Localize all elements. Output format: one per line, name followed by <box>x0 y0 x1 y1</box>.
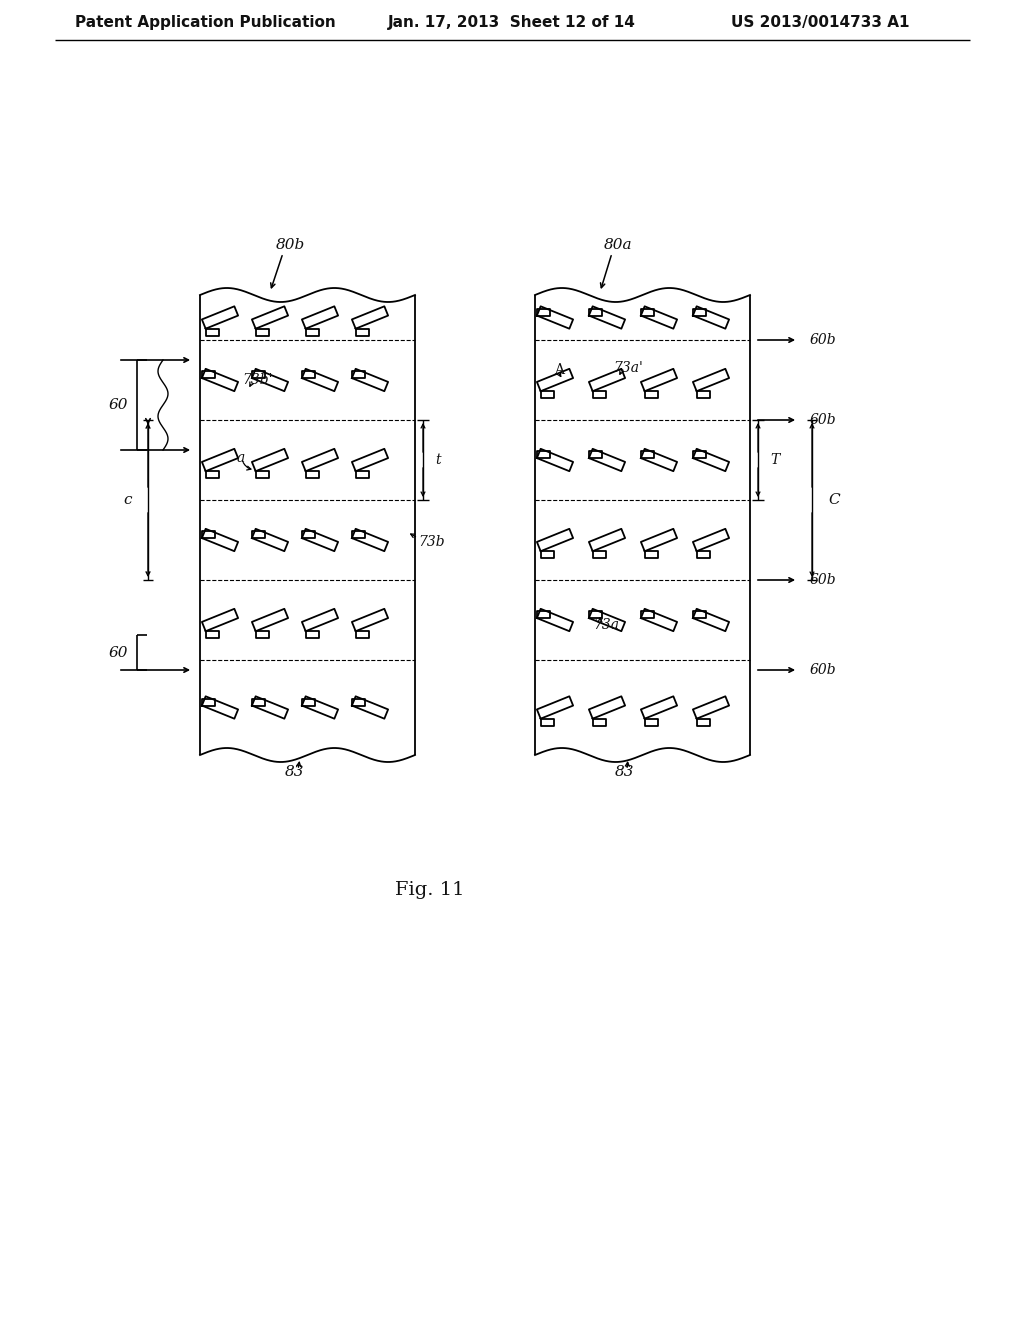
Text: Jan. 17, 2013  Sheet 12 of 14: Jan. 17, 2013 Sheet 12 of 14 <box>388 15 636 29</box>
Text: A: A <box>554 363 564 378</box>
Text: 73a: 73a <box>593 618 618 632</box>
Text: US 2013/0014733 A1: US 2013/0014733 A1 <box>731 15 909 29</box>
Text: 73b: 73b <box>418 535 444 549</box>
Text: 60: 60 <box>109 399 128 412</box>
Text: 80a: 80a <box>604 238 632 252</box>
Text: c: c <box>124 492 132 507</box>
Text: 80b: 80b <box>275 238 304 252</box>
Text: t: t <box>435 453 440 467</box>
Text: 60b: 60b <box>810 663 837 677</box>
Text: 60: 60 <box>109 645 128 660</box>
Text: 73b': 73b' <box>242 374 272 387</box>
Text: 73a': 73a' <box>613 360 643 375</box>
Text: a: a <box>237 451 246 465</box>
Text: Patent Application Publication: Patent Application Publication <box>75 15 336 29</box>
Text: 83: 83 <box>286 766 305 779</box>
Text: 60b: 60b <box>810 333 837 347</box>
Text: C: C <box>828 492 840 507</box>
Text: T: T <box>770 453 779 467</box>
Text: Fig. 11: Fig. 11 <box>395 880 465 899</box>
Text: 60b: 60b <box>810 573 837 587</box>
Text: 83: 83 <box>615 766 635 779</box>
Text: 60b: 60b <box>810 413 837 426</box>
